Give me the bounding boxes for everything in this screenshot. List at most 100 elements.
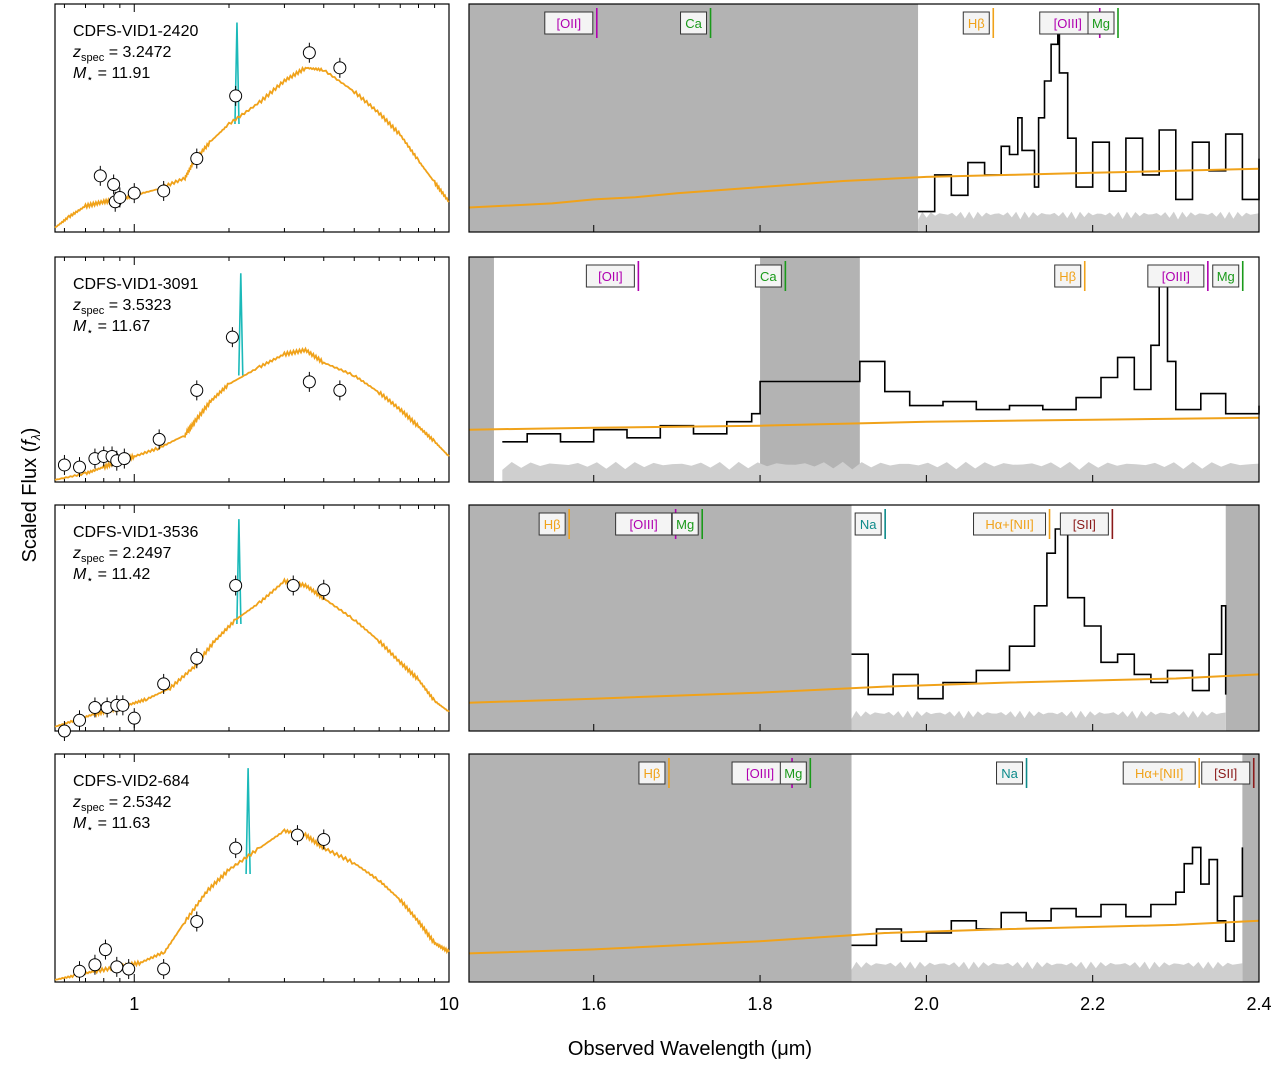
line-label: Na [854, 509, 886, 539]
line-label-text: [SII] [1214, 766, 1237, 781]
x-tick-label: 2.0 [914, 994, 939, 1014]
masked-region [469, 754, 852, 982]
photometry-point [286, 578, 300, 592]
line-label: [OIII] [1147, 261, 1209, 291]
line-label: Ca [754, 261, 787, 291]
x-tick-label: 1.8 [748, 994, 773, 1014]
photometry-point [73, 713, 87, 727]
photometry-point [57, 458, 71, 472]
photometry-point [225, 330, 239, 344]
object-name: CDFS-VID1-2420 [73, 23, 198, 40]
noise-floor [502, 461, 1259, 482]
line-label-text: Hβ [544, 517, 561, 532]
line-label: Hβ [1054, 261, 1086, 291]
masked-region [469, 505, 852, 731]
photometry-point [57, 724, 71, 738]
line-label-text: Ca [760, 269, 777, 284]
line-label-text: Na [860, 517, 877, 532]
photometry-point [317, 832, 331, 846]
line-label-text: [OIII] [630, 517, 658, 532]
photometry-point [157, 962, 171, 976]
line-label: Hα+[NII] [1122, 758, 1201, 788]
line-label-text: Hβ [1059, 269, 1076, 284]
line-label: Ca [680, 8, 712, 38]
line-label-text: Hα+[NII] [1135, 766, 1183, 781]
object-name: CDFS-VID1-3536 [73, 524, 198, 541]
line-label-box [544, 11, 594, 35]
spectrum-frame [468, 753, 1260, 983]
photometry-point [229, 841, 243, 855]
model-spectrum [468, 167, 1260, 209]
line-label-text: Mg [1217, 269, 1235, 284]
line-label-box [615, 512, 673, 536]
line-label-box [1059, 512, 1109, 536]
x-tick-label: 10 [439, 994, 459, 1014]
photometry-point [116, 698, 130, 712]
photometry-point [73, 460, 87, 474]
sed-frame [54, 753, 450, 983]
photometry-point [302, 46, 316, 60]
spectrum-panel: Hβ [OIII] Mg Na Hα+[NII] [SII] 1.6 1.8 2.0 2.2 2.4 [468, 753, 1272, 1014]
line-label: Hα+[NII] [973, 509, 1051, 539]
photometry-point [317, 583, 331, 597]
photometry-point [333, 61, 347, 75]
x-axis-label: Observed Wavelength (μm) [568, 1038, 812, 1060]
photometry-point [290, 828, 304, 842]
line-label-text: [SII] [1073, 517, 1096, 532]
line-label: [OIII] [615, 509, 677, 539]
photometry-point [88, 958, 102, 972]
line-label: [OII] [544, 8, 598, 38]
y-axis-label: Scaled Flux (fλ) [19, 428, 43, 563]
x-tick-label: 1.6 [581, 994, 606, 1014]
x-tick-label: 2.2 [1080, 994, 1105, 1014]
model-spectrum [468, 416, 1260, 431]
line-label: Mg [1087, 8, 1119, 38]
photometry-point [302, 375, 316, 389]
spectrum-panel: [OII] Ca Hβ [OIII] Mg [468, 3, 1260, 233]
sed-frame [54, 256, 450, 483]
line-label-text: Na [1001, 766, 1018, 781]
line-label-text: [OII] [557, 16, 582, 31]
line-label-text: Hβ [968, 16, 985, 31]
redshift-label: zspec = 3.5323 [72, 297, 172, 317]
model-spectrum [468, 919, 1260, 955]
photometry-point [157, 184, 171, 198]
photometry-point [93, 169, 107, 183]
line-label-box [638, 761, 666, 785]
line-label-box [1147, 264, 1205, 288]
line-label: [SII] [1059, 509, 1114, 539]
line-label-box [671, 512, 699, 536]
line-label: Mg [1212, 261, 1244, 291]
photometry-point [333, 383, 347, 397]
line-label: Mg [779, 758, 812, 788]
emission-line-model [245, 768, 251, 875]
photometry-point [110, 960, 124, 974]
line-label-box [996, 761, 1024, 785]
line-label: Na [996, 758, 1028, 788]
line-label-box [585, 264, 635, 288]
photometry-point [229, 89, 243, 103]
line-label-text: Hβ [644, 766, 661, 781]
photometry-point [122, 962, 136, 976]
line-label-text: [OIII] [1054, 16, 1082, 31]
mass-label: M⋆ = 11.91 [73, 65, 150, 85]
emission-line-model [237, 273, 244, 376]
line-label: Mg [671, 509, 704, 539]
line-label-text: [OIII] [746, 766, 774, 781]
mass-label: M⋆ = 11.63 [73, 815, 150, 835]
masked-region [1225, 505, 1259, 731]
line-label-box [1087, 11, 1115, 35]
object-name: CDFS-VID1-3091 [73, 276, 198, 293]
spectrum-panel: Hβ [OIII] Mg Na Hα+[NII] [SII] [468, 504, 1260, 732]
line-label: Hβ [538, 509, 570, 539]
mass-label: M⋆ = 11.42 [73, 566, 150, 586]
line-label-text: Ca [685, 16, 702, 31]
